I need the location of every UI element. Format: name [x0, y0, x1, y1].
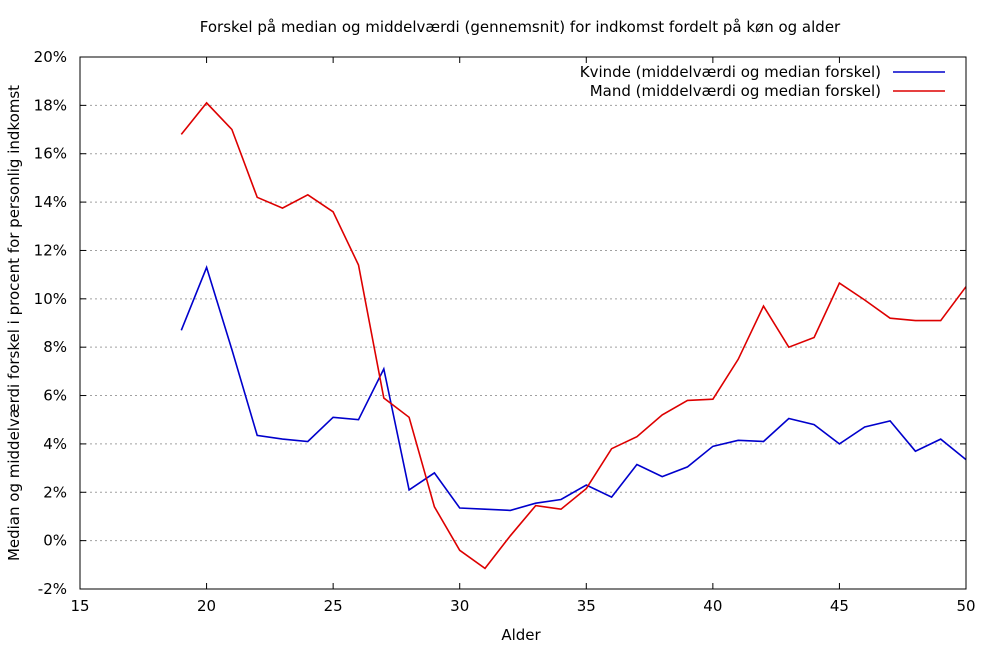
- x-tick-labels: 15 20 25 30 35 40 45 50: [70, 597, 975, 615]
- series-line-mand: [180, 101, 967, 570]
- y-tick-label: 10%: [34, 290, 67, 308]
- legend-label: Mand (middelværdi og median forskel): [590, 82, 881, 100]
- legend-label: Kvinde (middelværdi og median forskel): [580, 63, 881, 81]
- axis-ticks: [79, 56, 967, 590]
- y-tick-label: 0%: [43, 532, 67, 550]
- y-tick-label: 18%: [34, 96, 67, 114]
- legend: Kvinde (middelværdi og median forskel)Ma…: [580, 63, 945, 100]
- x-tick-label: 25: [324, 597, 343, 615]
- x-tick-label: 40: [703, 597, 722, 615]
- grid-lines: [80, 104, 966, 542]
- x-tick-label: 45: [830, 597, 849, 615]
- y-tick-label: 8%: [43, 338, 67, 356]
- y-tick-labels: -2% 0% 2% 4% 6% 8% 10% 12% 14% 16% 18% 20%: [34, 48, 67, 598]
- x-tick-label: 30: [450, 597, 469, 615]
- x-tick-label: 50: [956, 597, 975, 615]
- plot-frame: [79, 56, 967, 590]
- chart-title: Forskel på median og middelværdi (gennem…: [200, 18, 841, 36]
- x-tick-label: 15: [70, 597, 89, 615]
- y-tick-label: 14%: [34, 193, 67, 211]
- y-tick-label: 4%: [43, 435, 67, 453]
- y-tick-label: 2%: [43, 483, 67, 501]
- y-tick-label: 6%: [43, 387, 67, 405]
- y-axis-label: Median og middelværdi forskel i procent …: [5, 85, 23, 561]
- x-tick-label: 20: [197, 597, 216, 615]
- data-series: [180, 101, 967, 570]
- x-tick-label: 35: [577, 597, 596, 615]
- y-tick-label: -2%: [38, 580, 67, 598]
- y-tick-label: 16%: [34, 145, 67, 163]
- y-tick-label: 20%: [34, 48, 67, 66]
- x-axis-label: Alder: [501, 626, 541, 644]
- series-line-kvinde: [180, 265, 967, 512]
- y-tick-label: 12%: [34, 241, 67, 259]
